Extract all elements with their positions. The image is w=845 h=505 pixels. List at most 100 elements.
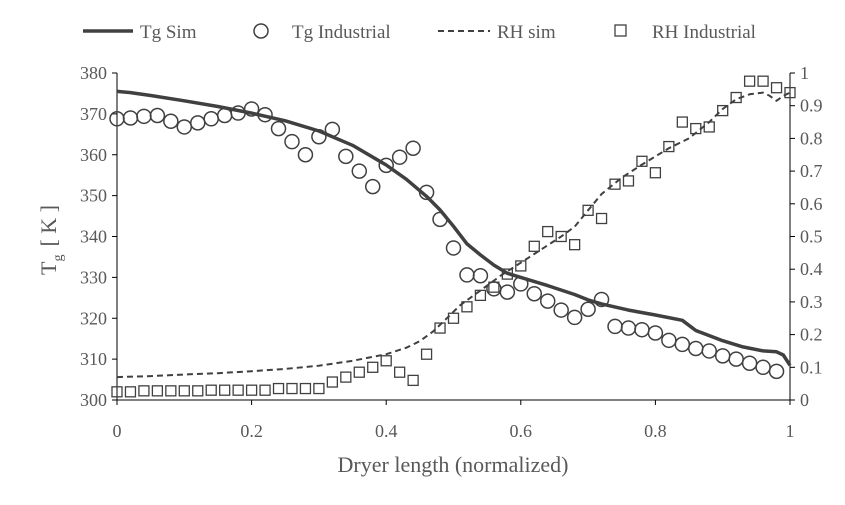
tg-industrial-point bbox=[593, 291, 610, 308]
tg-industrial-point bbox=[714, 348, 731, 364]
x-axis-title: Dryer length (normalized) bbox=[338, 452, 569, 477]
legend-rh-sim-label: RH sim bbox=[497, 22, 556, 43]
rh-industrial-point bbox=[313, 382, 325, 395]
legend-tg-industrial-swatch bbox=[253, 23, 269, 39]
rh-industrial-point bbox=[609, 178, 621, 190]
y-right-tick-label: 0.3 bbox=[800, 292, 823, 312]
rh-industrial-point bbox=[245, 384, 258, 396]
rh-industrial-point bbox=[730, 91, 742, 104]
y-left-tick-label: 380 bbox=[80, 63, 107, 83]
y-left-tick-labels: 300 310 320 330 340 350 360 370 380 bbox=[80, 63, 117, 410]
tg-industrial-point bbox=[701, 343, 717, 359]
rh-industrial-point bbox=[770, 82, 783, 94]
tg-industrial-point bbox=[122, 110, 139, 126]
tg-industrial-point bbox=[418, 184, 435, 201]
tg-industrial-point bbox=[203, 111, 219, 127]
rh-industrial-point bbox=[663, 140, 675, 153]
legend-tg-industrial-label: Tg Industrial bbox=[292, 22, 391, 43]
rh-industrial-point bbox=[461, 301, 473, 313]
rh-industrial-point bbox=[447, 312, 460, 324]
tg-industrial-point bbox=[391, 149, 408, 165]
rh-industrial-point bbox=[232, 384, 244, 396]
rh-industrial-point bbox=[299, 382, 312, 395]
rh-industrial-point bbox=[124, 386, 137, 398]
tg-industrial-point bbox=[539, 293, 556, 309]
x-tick-label: 0.2 bbox=[240, 421, 263, 441]
rh-industrial-point bbox=[582, 204, 594, 216]
y-right-tick-label: 0.1 bbox=[800, 357, 823, 377]
x-tick-label: 0.8 bbox=[644, 421, 667, 441]
tg-industrial-point bbox=[149, 107, 166, 124]
tg-industrial-point bbox=[688, 340, 704, 357]
x-tick-label: 0.4 bbox=[375, 421, 398, 441]
x-tick-label: 0.6 bbox=[510, 421, 533, 441]
y-right-tick-label: 0.6 bbox=[800, 194, 823, 214]
tg-industrial-point bbox=[634, 321, 650, 338]
tg-industrial-point bbox=[661, 332, 677, 349]
rh-industrial-point bbox=[205, 384, 217, 396]
svg-text:Tg[ K ]: Tg [ K ] bbox=[36, 205, 66, 275]
y-left-tick-label: 360 bbox=[80, 145, 107, 165]
tg-industrial-point bbox=[459, 267, 475, 283]
tg-industrial-point bbox=[499, 284, 516, 300]
legend-rh-industrial-label: RH Industrial bbox=[652, 22, 756, 43]
y-left-tick-label: 310 bbox=[80, 349, 107, 369]
y-right-tick-labels: 0 0.1 0.2 0.3 0.4 0.5 0.6 0.7 0.8 0.9 1 bbox=[790, 63, 823, 410]
y-right-tick-label: 0.4 bbox=[800, 259, 823, 279]
rh-industrial-point bbox=[420, 348, 433, 360]
rh-industrial-point bbox=[407, 374, 419, 387]
tg-industrial-point bbox=[364, 178, 381, 195]
tg-industrial-point bbox=[674, 336, 691, 353]
y-right-tick-label: 0.5 bbox=[800, 227, 823, 247]
rh-industrial-point bbox=[703, 121, 715, 133]
tg-industrial-point bbox=[553, 302, 569, 318]
rh-industrial-point bbox=[272, 382, 285, 395]
tg-industrial-point bbox=[270, 120, 287, 137]
tg-industrial-point bbox=[580, 301, 596, 318]
rh-industrial-point bbox=[690, 122, 702, 135]
rh-industrial-point bbox=[286, 382, 298, 395]
series-rh-sim bbox=[116, 91, 791, 379]
rh-industrial-point bbox=[515, 260, 527, 272]
tg-industrial-point bbox=[472, 267, 489, 284]
tg-industrial-point bbox=[526, 285, 543, 302]
rh-industrial-point bbox=[434, 322, 446, 334]
rh-industrial-point bbox=[622, 175, 635, 187]
y-left-axis-title: Tg [ K ] bbox=[36, 205, 66, 275]
rh-industrial-point bbox=[474, 289, 487, 302]
x-tick-label: 0 bbox=[113, 421, 122, 441]
tg-industrial-point bbox=[136, 108, 152, 125]
rh-industrial-point bbox=[743, 75, 756, 87]
tg-industrial-point bbox=[297, 147, 314, 163]
rh-industrial-point bbox=[367, 361, 379, 373]
tg-industrial-point bbox=[607, 318, 623, 335]
rh-industrial-point bbox=[717, 104, 729, 117]
tg-industrial-point bbox=[432, 211, 448, 228]
tg-industrial-point bbox=[351, 163, 368, 179]
tg-industrial-point bbox=[176, 119, 193, 135]
rh-industrial-point bbox=[394, 366, 406, 378]
legend-tg-sim-label: Tg Sim bbox=[140, 22, 197, 43]
legend-rh-industrial-swatch bbox=[614, 24, 627, 37]
y-left-tick-label: 320 bbox=[80, 308, 107, 328]
legend: Tg Sim Tg Industrial RH sim RH Industria… bbox=[83, 22, 756, 43]
tg-industrial-point bbox=[405, 140, 421, 156]
rh-industrial-point bbox=[636, 155, 648, 167]
y-right-tick-label: 0.7 bbox=[800, 161, 823, 181]
tg-industrial-point bbox=[284, 133, 300, 150]
tg-industrial-point bbox=[311, 129, 327, 145]
rh-industrial-point bbox=[259, 384, 271, 396]
tg-industrial-point bbox=[566, 309, 583, 326]
tg-industrial-point bbox=[647, 325, 664, 341]
rh-industrial-point bbox=[111, 386, 123, 398]
y-left-tick-label: 330 bbox=[80, 267, 107, 287]
tg-industrial-point bbox=[257, 106, 273, 123]
rh-industrial-point bbox=[353, 366, 365, 378]
rh-industrial-point bbox=[568, 239, 581, 251]
rh-industrial-point bbox=[326, 376, 339, 388]
rh-industrial-point bbox=[784, 86, 796, 99]
rh-industrial-point bbox=[340, 371, 352, 383]
rh-industrial-point bbox=[219, 384, 231, 396]
y-left-title-subscript: g bbox=[51, 255, 66, 262]
tg-industrial-point bbox=[243, 101, 260, 117]
